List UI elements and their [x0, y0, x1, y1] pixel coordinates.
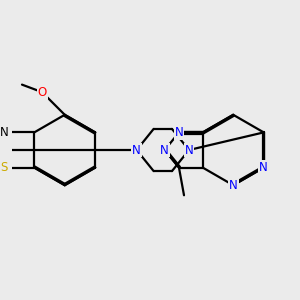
- Text: N: N: [229, 179, 238, 192]
- Text: N: N: [160, 143, 169, 157]
- Text: N: N: [132, 143, 141, 157]
- Text: N: N: [0, 126, 9, 139]
- Text: N: N: [184, 143, 193, 157]
- Text: N: N: [175, 126, 183, 139]
- Text: O: O: [38, 86, 47, 99]
- Text: S: S: [1, 161, 8, 174]
- Text: N: N: [259, 161, 268, 174]
